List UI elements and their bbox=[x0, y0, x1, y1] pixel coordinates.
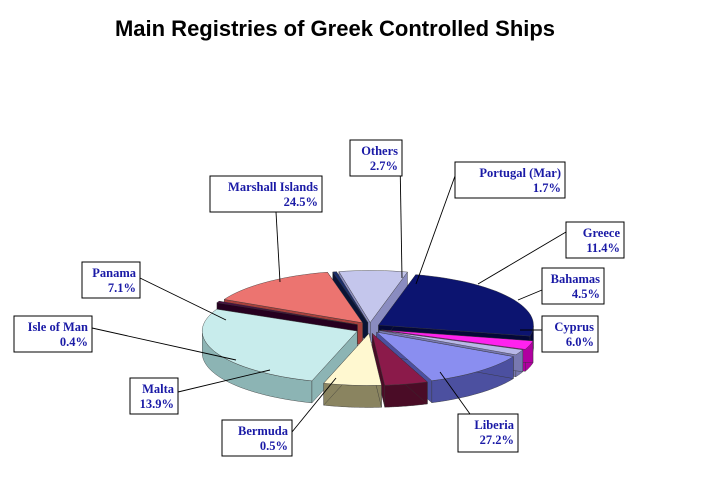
leader-line-greece bbox=[477, 231, 567, 285]
slice-value: 1.7% bbox=[533, 181, 561, 195]
slice-value: 11.4% bbox=[586, 241, 620, 255]
slice-name: Bermuda bbox=[238, 424, 289, 438]
slice-name: Bahamas bbox=[551, 272, 600, 286]
slice-value: 7.1% bbox=[108, 281, 136, 295]
pie-slice-portugal-mar- bbox=[379, 330, 524, 356]
pie-slice-panama bbox=[338, 270, 408, 323]
pie-slice-others bbox=[381, 329, 534, 350]
pie-slice-cyprus bbox=[323, 333, 382, 386]
leader-line-bermuda bbox=[291, 377, 337, 433]
slice-name: Malta bbox=[142, 382, 175, 396]
leader-line-others bbox=[399, 157, 403, 279]
slice-value: 13.9% bbox=[140, 397, 174, 411]
slice-name: Others bbox=[361, 144, 398, 158]
slice-value: 0.5% bbox=[260, 439, 288, 453]
leader-line-malta bbox=[177, 369, 271, 393]
slice-name: Greece bbox=[583, 226, 621, 240]
slice-value: 6.0% bbox=[566, 335, 594, 349]
pie-slice-marshall-islands bbox=[378, 274, 534, 337]
slice-name: Portugal (Mar) bbox=[479, 166, 561, 180]
chart-title: Main Registries of Greek Controlled Ship… bbox=[114, 16, 556, 41]
slice-name: Liberia bbox=[474, 418, 514, 432]
slice-label-portugal-mar-: Portugal (Mar)1.7% bbox=[454, 161, 566, 199]
leader-line-isle-of-man bbox=[91, 327, 237, 361]
leader-line-bahamas bbox=[517, 289, 543, 301]
slice-value: 27.2% bbox=[480, 433, 514, 447]
leader-line-marshall-islands bbox=[275, 211, 281, 283]
leader-line-panama bbox=[139, 277, 227, 321]
slice-value: 0.4% bbox=[60, 335, 88, 349]
slice-name: Isle of Man bbox=[28, 320, 88, 334]
pie-slice-bermuda bbox=[216, 300, 358, 325]
slice-value: 2.7% bbox=[370, 159, 398, 173]
slice-name: Cyprus bbox=[554, 320, 594, 334]
pie-slice-liberia bbox=[201, 308, 358, 382]
leader-line-liberia bbox=[439, 371, 471, 415]
slice-value: 4.5% bbox=[572, 287, 600, 301]
slice-name: Marshall Islands bbox=[228, 180, 318, 194]
slice-value: 24.5% bbox=[284, 195, 318, 209]
pie-slice-malta bbox=[223, 271, 364, 324]
pie-slice-bahamas bbox=[371, 332, 428, 386]
pie-slice-greece bbox=[375, 331, 514, 381]
slice-name: Panama bbox=[92, 266, 137, 280]
pie-slice-isle-of-man bbox=[332, 271, 369, 323]
leader-line-portugal-mar- bbox=[415, 175, 456, 285]
